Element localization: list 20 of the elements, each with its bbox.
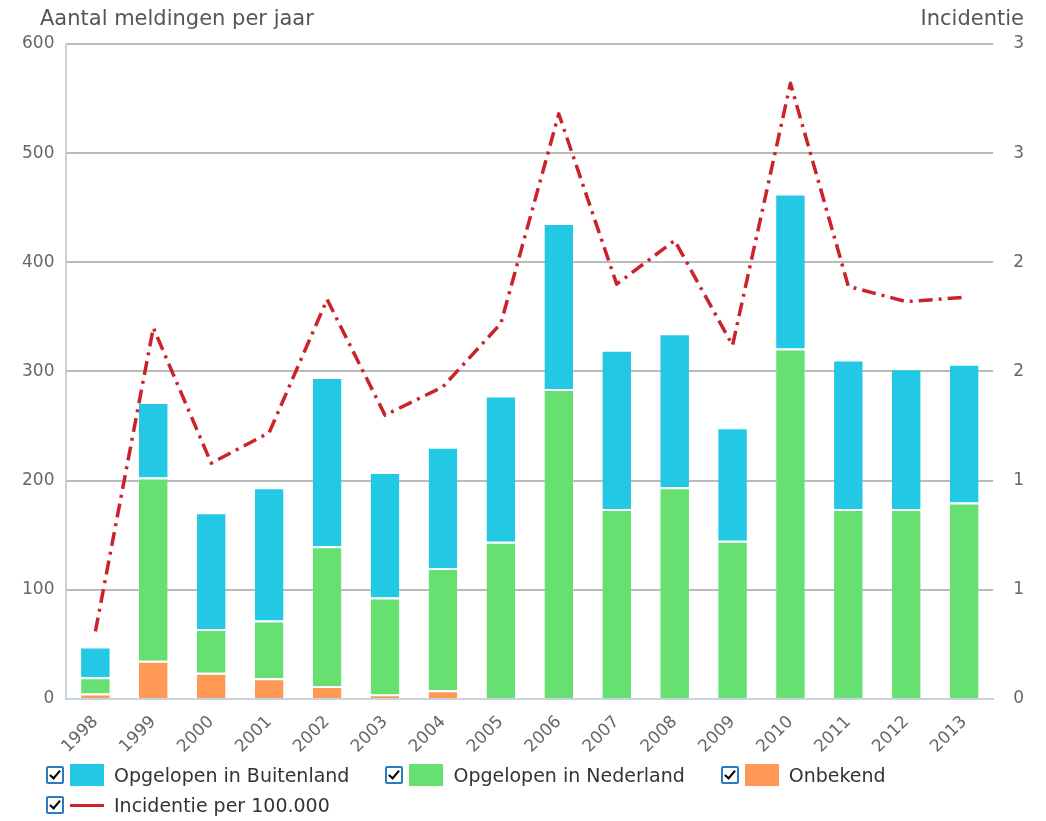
legend-label: Opgelopen in Nederland: [453, 764, 685, 786]
y-tick-label: 200: [21, 469, 55, 490]
y-tick-label: 600: [21, 32, 55, 53]
y2-tick-label: 2: [1013, 250, 1025, 271]
y2-tick-label: 0: [1013, 687, 1025, 708]
legend-label: Opgelopen in Buitenland: [114, 764, 350, 786]
y2-tick-label: 1: [1013, 578, 1025, 599]
y2-tick-label: 2: [1013, 359, 1025, 380]
y2-tick-label: 3: [1013, 141, 1025, 162]
y-tick-label: 500: [21, 141, 55, 162]
y-tick-label: 300: [21, 359, 55, 380]
y2-tick-label: 3: [1013, 32, 1025, 53]
legend-label: Incidentie per 100.000: [114, 794, 330, 816]
y-tick-label: 400: [21, 250, 55, 271]
y-tick-label: 0: [43, 687, 55, 708]
y2-tick-label: 1: [1013, 469, 1025, 490]
y-tick-label: 100: [21, 578, 55, 599]
y2-axis-title: Incidentie: [920, 6, 1024, 30]
legend-label: Onbekend: [788, 764, 886, 786]
y-axis-title: Aantal meldingen per jaar: [40, 6, 314, 30]
